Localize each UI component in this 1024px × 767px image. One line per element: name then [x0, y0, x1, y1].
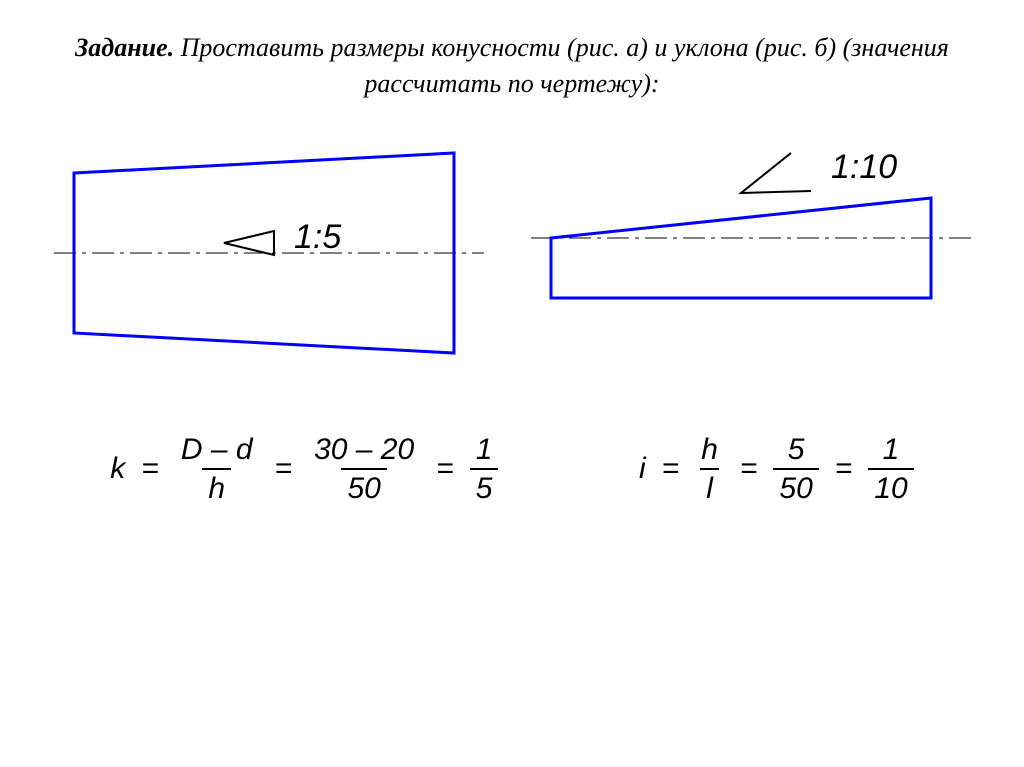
svg-text:1:10: 1:10 — [831, 148, 897, 186]
formula-i-lhs: i — [639, 452, 646, 486]
formula-k: k = D – d h = 30 – 20 50 = 1 5 — [110, 433, 498, 505]
equals-sign: = — [736, 452, 762, 486]
formulas-row: k = D – d h = 30 – 20 50 = 1 5 i = h l =… — [0, 373, 1024, 505]
diagram-b: 1:10 — [531, 143, 971, 373]
task-title: Задание. Проставить размеры конусности (… — [0, 0, 1024, 113]
fraction: 30 – 20 50 — [308, 433, 420, 505]
equals-sign: = — [271, 452, 297, 486]
equals-sign: = — [831, 452, 857, 486]
slope-diagram: 1:10 — [531, 143, 971, 323]
equals-sign: = — [137, 452, 163, 486]
formula-i: i = h l = 5 50 = 1 10 — [639, 433, 914, 505]
cone-diagram: 1:5 — [54, 143, 484, 373]
fraction: D – d h — [175, 433, 259, 505]
fraction: 5 50 — [773, 433, 818, 505]
equals-sign: = — [432, 452, 458, 486]
fraction: h l — [695, 433, 724, 505]
title-rest: Проставить размеры конусности (рис. а) и… — [174, 33, 949, 98]
diagrams-row: 1:5 1:10 — [0, 113, 1024, 373]
fraction: 1 10 — [868, 433, 913, 505]
title-bold: Задание. — [75, 33, 174, 62]
formula-k-lhs: k — [110, 452, 125, 486]
svg-text:1:5: 1:5 — [294, 218, 341, 256]
diagram-a: 1:5 — [54, 143, 484, 373]
fraction: 1 5 — [470, 433, 499, 505]
equals-sign: = — [658, 452, 684, 486]
